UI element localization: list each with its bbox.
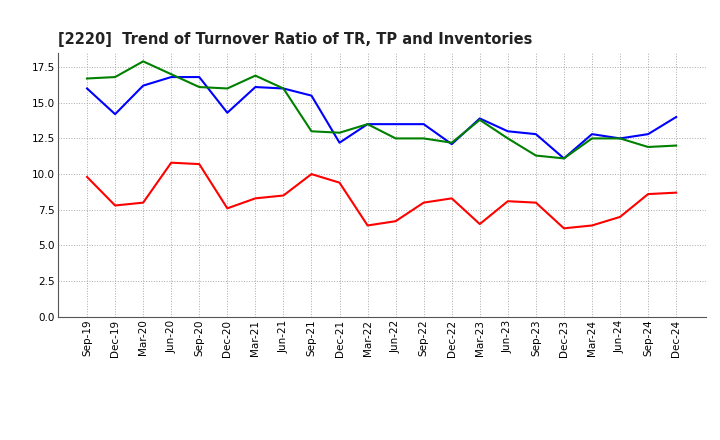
Line: Trade Receivables: Trade Receivables (87, 163, 676, 228)
Inventories (447, 140, 456, 145)
Trade Receivables (336, 180, 344, 185)
Trade Payables (83, 86, 91, 91)
Trade Receivables (447, 196, 456, 201)
Inventories (139, 59, 148, 64)
Line: Inventories: Inventories (87, 61, 676, 158)
Inventories (279, 86, 288, 91)
Trade Receivables (195, 161, 204, 167)
Trade Receivables (503, 198, 512, 204)
Trade Receivables (307, 172, 316, 177)
Trade Receivables (364, 223, 372, 228)
Trade Payables (391, 121, 400, 127)
Inventories (588, 136, 596, 141)
Trade Payables (559, 156, 568, 161)
Inventories (251, 73, 260, 78)
Trade Payables (616, 136, 624, 141)
Trade Receivables (139, 200, 148, 205)
Trade Payables (588, 132, 596, 137)
Trade Payables (447, 142, 456, 147)
Trade Payables (167, 74, 176, 80)
Trade Payables (475, 116, 484, 121)
Trade Payables (644, 132, 652, 137)
Text: [2220]  Trend of Turnover Ratio of TR, TP and Inventories: [2220] Trend of Turnover Ratio of TR, TP… (58, 33, 532, 48)
Inventories (531, 153, 540, 158)
Trade Receivables (419, 200, 428, 205)
Inventories (167, 72, 176, 77)
Inventories (616, 136, 624, 141)
Trade Receivables (588, 223, 596, 228)
Inventories (195, 84, 204, 90)
Trade Payables (279, 86, 288, 91)
Trade Receivables (83, 174, 91, 180)
Trade Payables (139, 83, 148, 88)
Inventories (111, 74, 120, 80)
Trade Payables (223, 110, 232, 115)
Inventories (503, 136, 512, 141)
Trade Payables (195, 74, 204, 80)
Trade Payables (336, 140, 344, 145)
Inventories (559, 156, 568, 161)
Inventories (223, 86, 232, 91)
Line: Trade Payables: Trade Payables (87, 77, 676, 158)
Trade Payables (307, 93, 316, 98)
Trade Receivables (223, 206, 232, 211)
Trade Receivables (559, 226, 568, 231)
Trade Receivables (644, 191, 652, 197)
Inventories (644, 144, 652, 150)
Trade Payables (111, 111, 120, 117)
Trade Payables (672, 114, 680, 120)
Trade Receivables (251, 196, 260, 201)
Inventories (364, 121, 372, 127)
Trade Receivables (111, 203, 120, 208)
Trade Receivables (391, 219, 400, 224)
Inventories (672, 143, 680, 148)
Trade Receivables (616, 214, 624, 220)
Inventories (475, 117, 484, 122)
Inventories (83, 76, 91, 81)
Trade Receivables (167, 160, 176, 165)
Trade Payables (503, 128, 512, 134)
Inventories (391, 136, 400, 141)
Trade Payables (251, 84, 260, 90)
Trade Receivables (531, 200, 540, 205)
Trade Receivables (279, 193, 288, 198)
Trade Receivables (672, 190, 680, 195)
Inventories (336, 130, 344, 136)
Trade Payables (419, 121, 428, 127)
Trade Payables (531, 132, 540, 137)
Inventories (307, 128, 316, 134)
Trade Receivables (475, 221, 484, 227)
Trade Payables (364, 121, 372, 127)
Inventories (419, 136, 428, 141)
